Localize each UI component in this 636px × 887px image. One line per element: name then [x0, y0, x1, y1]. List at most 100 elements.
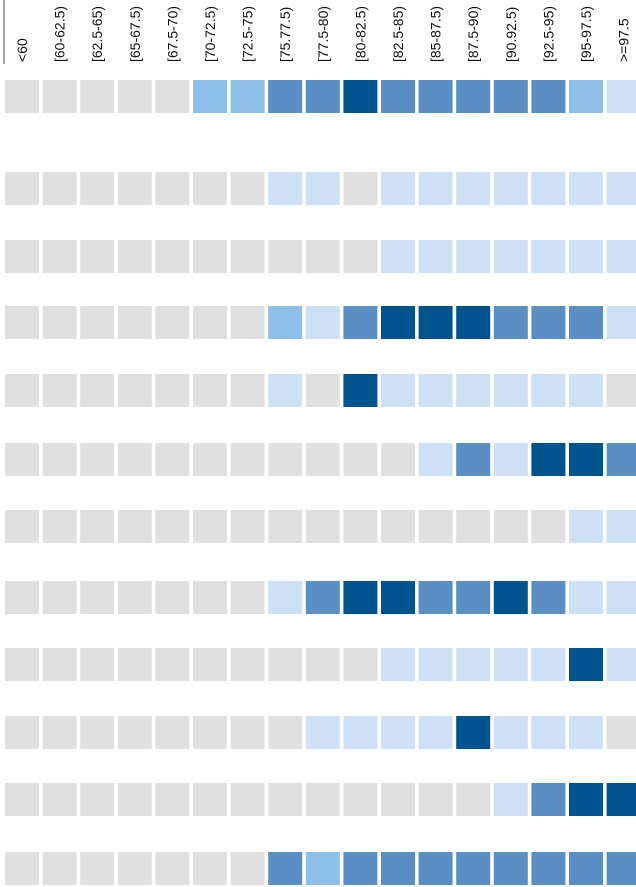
cell	[456, 374, 491, 407]
cell	[230, 510, 265, 543]
cell	[418, 648, 453, 681]
cell	[381, 510, 415, 543]
cell	[381, 581, 415, 614]
cell	[268, 172, 303, 205]
cell	[42, 172, 77, 205]
cell	[117, 306, 152, 339]
cell	[230, 240, 265, 273]
cell	[193, 852, 227, 885]
cell	[155, 716, 190, 749]
cell	[381, 716, 415, 749]
cell	[418, 443, 453, 476]
cell	[381, 648, 415, 681]
cell	[343, 648, 378, 681]
cell	[155, 443, 190, 476]
column-label: [95-97.5)	[578, 6, 594, 62]
cell	[381, 783, 415, 816]
cell	[381, 443, 415, 476]
cell	[230, 716, 265, 749]
cell	[381, 80, 415, 113]
cell	[230, 783, 265, 816]
cell	[5, 510, 39, 543]
cell	[305, 783, 340, 816]
cell	[80, 172, 115, 205]
cell	[80, 852, 115, 885]
cell	[305, 306, 340, 339]
cell	[268, 443, 303, 476]
cell	[456, 443, 491, 476]
cell	[42, 716, 77, 749]
cell	[117, 581, 152, 614]
cell	[305, 172, 340, 205]
cell	[230, 648, 265, 681]
cell	[569, 306, 603, 339]
cell	[193, 306, 227, 339]
cell	[42, 374, 77, 407]
cell	[531, 306, 566, 339]
cell	[5, 716, 39, 749]
cell	[381, 852, 415, 885]
cell	[493, 443, 528, 476]
cell	[418, 306, 453, 339]
cell	[193, 716, 227, 749]
cell	[193, 172, 227, 205]
cell	[155, 306, 190, 339]
cell	[381, 240, 415, 273]
cell	[5, 581, 39, 614]
cell	[117, 510, 152, 543]
cell	[531, 80, 566, 113]
cell	[606, 648, 636, 681]
cell	[305, 80, 340, 113]
cell	[80, 374, 115, 407]
column-label: <60	[14, 38, 30, 62]
cell	[5, 852, 39, 885]
cell	[117, 374, 152, 407]
cell	[456, 783, 491, 816]
cell	[418, 852, 453, 885]
cell	[493, 306, 528, 339]
column-label: [62.5-65)	[89, 6, 105, 62]
cell	[42, 783, 77, 816]
column-label: [87.5-90)	[465, 6, 481, 62]
cell	[418, 172, 453, 205]
cell	[5, 80, 39, 113]
cell	[493, 648, 528, 681]
cell	[493, 581, 528, 614]
cell	[381, 374, 415, 407]
cell	[268, 240, 303, 273]
cell	[80, 581, 115, 614]
cell	[193, 648, 227, 681]
cell	[531, 510, 566, 543]
cell	[117, 783, 152, 816]
cell	[80, 443, 115, 476]
cell	[606, 374, 636, 407]
column-label: [75.77.5)	[277, 7, 293, 62]
cell	[305, 240, 340, 273]
cell	[117, 240, 152, 273]
cell	[606, 80, 636, 113]
cell	[456, 852, 491, 885]
cell	[268, 648, 303, 681]
cell	[80, 240, 115, 273]
cell	[531, 783, 566, 816]
cell	[456, 648, 491, 681]
cell	[381, 172, 415, 205]
cell	[531, 581, 566, 614]
cell	[305, 648, 340, 681]
cell	[155, 510, 190, 543]
cell	[569, 443, 603, 476]
cell	[493, 172, 528, 205]
cell	[5, 648, 39, 681]
cell	[117, 852, 152, 885]
cell	[268, 510, 303, 543]
cell	[193, 80, 227, 113]
column-label: [72.5-75)	[240, 6, 256, 62]
cell	[418, 581, 453, 614]
cell	[381, 306, 415, 339]
cell	[343, 443, 378, 476]
cell	[569, 80, 603, 113]
cell	[493, 240, 528, 273]
cell	[305, 374, 340, 407]
cell	[569, 172, 603, 205]
cell	[80, 716, 115, 749]
